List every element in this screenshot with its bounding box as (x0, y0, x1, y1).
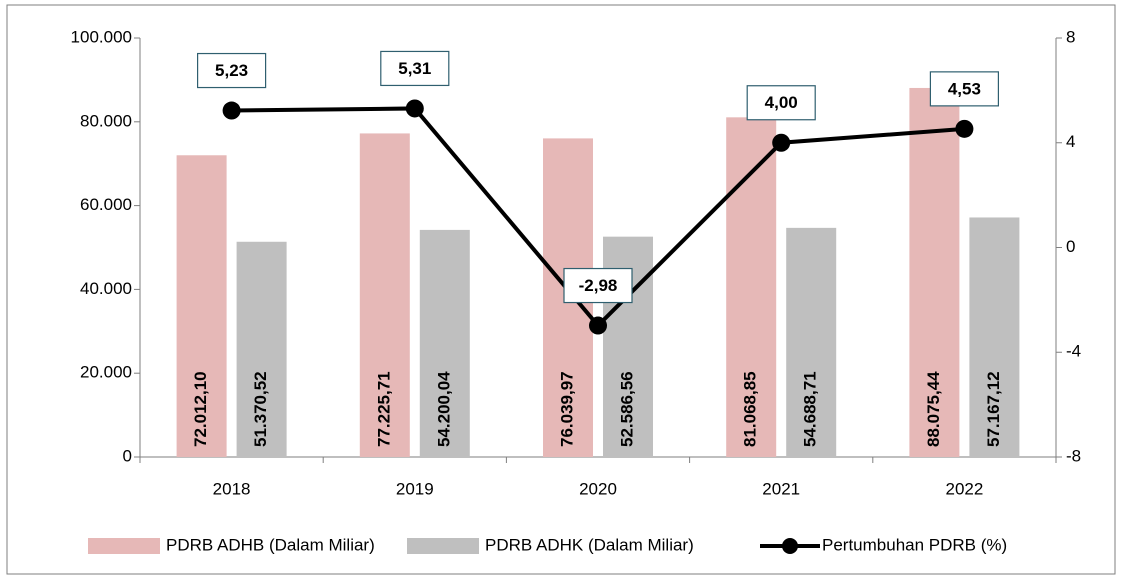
bar (236, 241, 287, 457)
x-tick-label: 2018 (213, 479, 251, 498)
y-tick-label: 0 (123, 446, 132, 465)
legend-label: PDRB ADHK (Dalam Miliar) (485, 535, 694, 554)
line-marker (955, 119, 974, 138)
bar-value-label: 51.370,52 (251, 371, 270, 447)
value-label-box (746, 85, 816, 121)
legend-label: PDRB ADHB (Dalam Miliar) (166, 535, 375, 554)
line-value-label: 5,23 (215, 61, 248, 80)
bar (176, 155, 227, 458)
y-tick-label: 80.000 (80, 111, 132, 130)
value-label-box (197, 52, 267, 89)
line-marker (772, 133, 791, 152)
legend-marker (782, 538, 798, 554)
line-value-label: -2,98 (579, 276, 618, 295)
legend-swatch (88, 538, 160, 554)
bar (359, 133, 410, 458)
bar-value-label: 88.075,44 (924, 371, 943, 447)
y-tick-label: 40.000 (80, 279, 132, 298)
value-label-box (929, 71, 1000, 107)
y2-tick-label: 8 (1066, 27, 1075, 46)
bar-value-label: 77.225,71 (374, 371, 393, 447)
y-tick-label: 100.000 (71, 27, 132, 46)
bar-value-label: 81.068,85 (741, 371, 760, 447)
y2-tick-label: -8 (1066, 446, 1081, 465)
legend-label: Pertumbuhan PDRB (%) (822, 535, 1007, 554)
y-tick-label: 20.000 (80, 363, 132, 382)
bar-value-label: 57.167,12 (984, 371, 1003, 447)
x-tick-label: 2021 (762, 479, 800, 498)
y2-tick-label: -4 (1066, 342, 1081, 361)
y2-tick-label: 4 (1066, 132, 1075, 151)
bar (786, 227, 837, 457)
bar-value-label: 52.586,56 (617, 371, 636, 447)
bar-value-label: 54.688,71 (801, 371, 820, 447)
bar (969, 217, 1020, 457)
bar-value-label: 76.039,97 (557, 371, 576, 447)
line-marker (222, 101, 241, 120)
line-value-label: 4,53 (948, 79, 981, 98)
x-tick-label: 2019 (396, 479, 434, 498)
line-value-label: 4,00 (765, 93, 798, 112)
value-label-box (563, 267, 633, 304)
bar (909, 87, 960, 458)
y2-tick-label: 0 (1066, 237, 1075, 256)
line-marker (405, 99, 424, 118)
bar-value-label: 54.200,04 (434, 371, 453, 447)
legend-swatch (407, 538, 479, 554)
x-tick-label: 2020 (579, 479, 617, 498)
bar-value-label: 72.012,10 (191, 371, 210, 447)
line-value-label: 5,31 (398, 59, 431, 78)
line-marker (589, 316, 607, 335)
bar (419, 229, 470, 457)
value-label-box (380, 50, 450, 87)
y-tick-label: 60.000 (80, 195, 132, 214)
x-tick-label: 2022 (945, 479, 983, 498)
